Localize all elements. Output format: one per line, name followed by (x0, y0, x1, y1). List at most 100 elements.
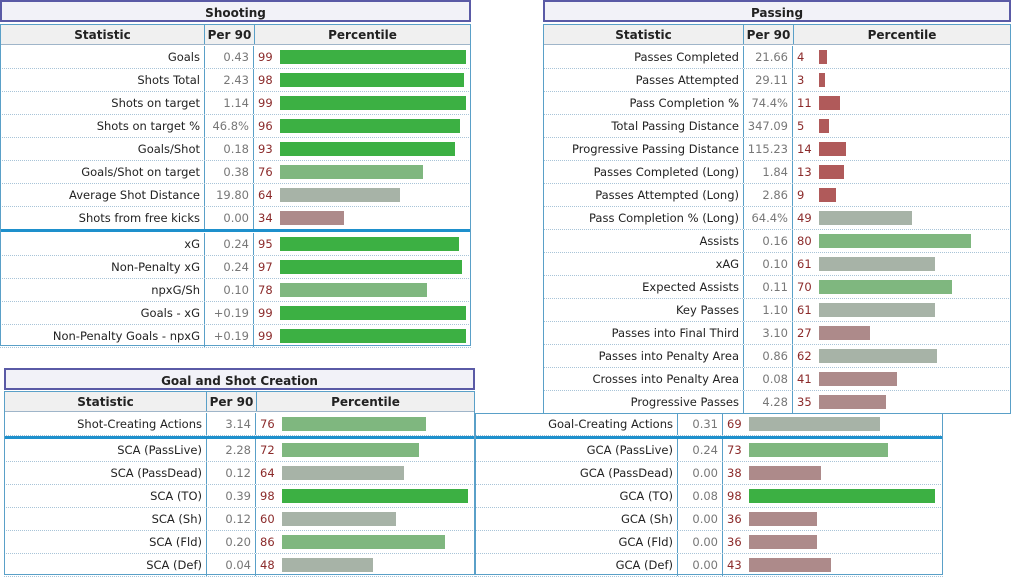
stat-label[interactable]: Passes Completed (634, 50, 739, 64)
percentile-value: 27 (797, 326, 812, 340)
stat-label[interactable]: SCA (Sh) (151, 512, 202, 526)
per90-value: 2.86 (743, 184, 793, 206)
per90-value: 115.23 (743, 138, 793, 160)
percentile-value: 61 (797, 257, 812, 271)
percentile-bar (280, 260, 462, 274)
stat-label[interactable]: GCA (Sh) (620, 512, 673, 526)
stat-label[interactable]: GCA (Def) (615, 558, 673, 572)
percentile-bar (280, 306, 466, 320)
percentile-value: 60 (260, 512, 275, 526)
stat-label[interactable]: Goals/Shot on target (81, 165, 200, 179)
table-row: Non-Penalty Goals - npxG +0.19 99 (0, 325, 471, 348)
stat-label[interactable]: Progressive Passing Distance (572, 142, 739, 156)
stat-label[interactable]: GCA (PassLive) (586, 443, 673, 457)
stat-label[interactable]: Goals - xG (140, 306, 200, 320)
table-row: Non-Penalty xG 0.24 97 (0, 256, 471, 279)
percentile-bar (280, 73, 464, 87)
stat-label[interactable]: Assists (699, 234, 739, 248)
stat-label[interactable]: Shot-Creating Actions (77, 417, 202, 431)
stat-label[interactable]: SCA (Def) (146, 558, 202, 572)
per90-value: 1.84 (743, 161, 793, 183)
table-row: Passes Attempted (Long) 2.86 9 (543, 184, 1011, 207)
stat-label[interactable]: Passes Attempted (635, 73, 739, 87)
stat-label[interactable]: xAG (715, 257, 739, 271)
stat-label[interactable]: Passes Attempted (Long) (595, 188, 739, 202)
per90-value: 347.09 (743, 115, 793, 137)
stat-label[interactable]: Key Passes (675, 303, 739, 317)
passing-header-per90[interactable]: Per 90 (744, 25, 794, 44)
percentile-value: 11 (797, 96, 812, 110)
shooting-header: Statistic Per 90 Percentile (0, 24, 471, 45)
shooting-header-stat[interactable]: Statistic (1, 25, 205, 44)
section-divider (0, 229, 471, 232)
stat-label[interactable]: SCA (PassDead) (110, 466, 202, 480)
stat-label[interactable]: SCA (PassLive) (117, 443, 202, 457)
per90-value: 0.38 (204, 161, 254, 183)
percentile-bar (280, 119, 460, 133)
stat-label[interactable]: Pass Completion % (Long) (588, 211, 739, 225)
percentile-bar (819, 50, 827, 64)
per90-value: 1.14 (204, 92, 254, 114)
table-row: GCA (PassLive) 0.24 73 (475, 439, 943, 462)
stat-label[interactable]: Shots Total (137, 73, 200, 87)
table-row: Average Shot Distance 19.80 64 (0, 184, 471, 207)
table-row: GCA (PassDead) 0.00 38 (475, 462, 943, 485)
stat-label[interactable]: Passes Completed (Long) (593, 165, 739, 179)
table-row: GCA (TO) 0.08 98 (475, 485, 943, 508)
passing-header-pct[interactable]: Percentile (867, 28, 937, 42)
stat-label[interactable]: Pass Completion % (629, 96, 739, 110)
stat-label[interactable]: Goals/Shot (137, 142, 200, 156)
stat-label[interactable]: Average Shot Distance (69, 188, 200, 202)
percentile-value: 5 (797, 119, 805, 133)
gsc-header-stat[interactable]: Statistic (5, 392, 207, 411)
stat-label[interactable]: GCA (PassDead) (579, 466, 673, 480)
percentile-value: 4 (797, 50, 805, 64)
stat-label[interactable]: Progressive Passes (630, 395, 739, 409)
stat-label[interactable]: xG (184, 237, 200, 251)
stat-label[interactable]: Total Passing Distance (611, 119, 739, 133)
stat-label[interactable]: Passes into Final Third (611, 326, 739, 340)
stat-label[interactable]: GCA (Fld) (618, 535, 673, 549)
passing-frame (543, 24, 1011, 414)
passing-header-stat[interactable]: Statistic (544, 25, 744, 44)
percentile-value: 34 (258, 211, 273, 225)
stat-label[interactable]: Shots from free kicks (78, 211, 200, 225)
percentile-bar (280, 96, 466, 110)
per90-value: 0.00 (677, 508, 723, 530)
stat-label[interactable]: GCA (TO) (619, 489, 673, 503)
table-row: Total Passing Distance 347.09 5 (543, 115, 1011, 138)
percentile-bar (819, 349, 937, 363)
percentile-value: 99 (258, 50, 273, 64)
stat-label[interactable]: Non-Penalty Goals - npxG (52, 329, 200, 343)
stat-label[interactable]: Crosses into Penalty Area (592, 372, 740, 386)
gsc-right-frame (475, 413, 943, 575)
table-row: xAG 0.10 61 (543, 253, 1011, 276)
table-row: Passes Completed 21.66 4 (543, 46, 1011, 69)
stat-label[interactable]: Goals (167, 50, 200, 64)
shooting-header-pct[interactable]: Percentile (328, 28, 397, 42)
stat-label[interactable]: Shots on target (111, 96, 200, 110)
gsc-header-pct[interactable]: Percentile (331, 395, 400, 409)
stat-label[interactable]: Goal-Creating Actions (548, 417, 673, 431)
percentile-bar (282, 489, 468, 503)
stat-label[interactable]: Expected Assists (642, 280, 739, 294)
table-row: GCA (Sh) 0.00 36 (475, 508, 943, 531)
per90-value: 0.43 (204, 46, 254, 68)
gsc-header-per90[interactable]: Per 90 (207, 392, 257, 411)
percentile-value: 80 (797, 234, 812, 248)
stat-label[interactable]: Passes into Penalty Area (598, 349, 739, 363)
percentile-value: 97 (258, 260, 273, 274)
stat-label[interactable]: SCA (TO) (150, 489, 202, 503)
percentile-bar (282, 466, 404, 480)
section-divider (4, 436, 943, 439)
stat-label[interactable]: npxG/Sh (151, 283, 200, 297)
shooting-header-per90[interactable]: Per 90 (205, 25, 255, 44)
table-row: Pass Completion % 74.4% 11 (543, 92, 1011, 115)
stat-label[interactable]: Non-Penalty xG (111, 260, 200, 274)
table-row: Crosses into Penalty Area 0.08 41 (543, 368, 1011, 391)
percentile-bar (282, 443, 419, 457)
per90-value: 19.80 (204, 184, 254, 206)
stat-label[interactable]: SCA (Fld) (149, 535, 202, 549)
stat-label[interactable]: Shots on target % (96, 119, 200, 133)
per90-value: 0.39 (206, 485, 256, 507)
